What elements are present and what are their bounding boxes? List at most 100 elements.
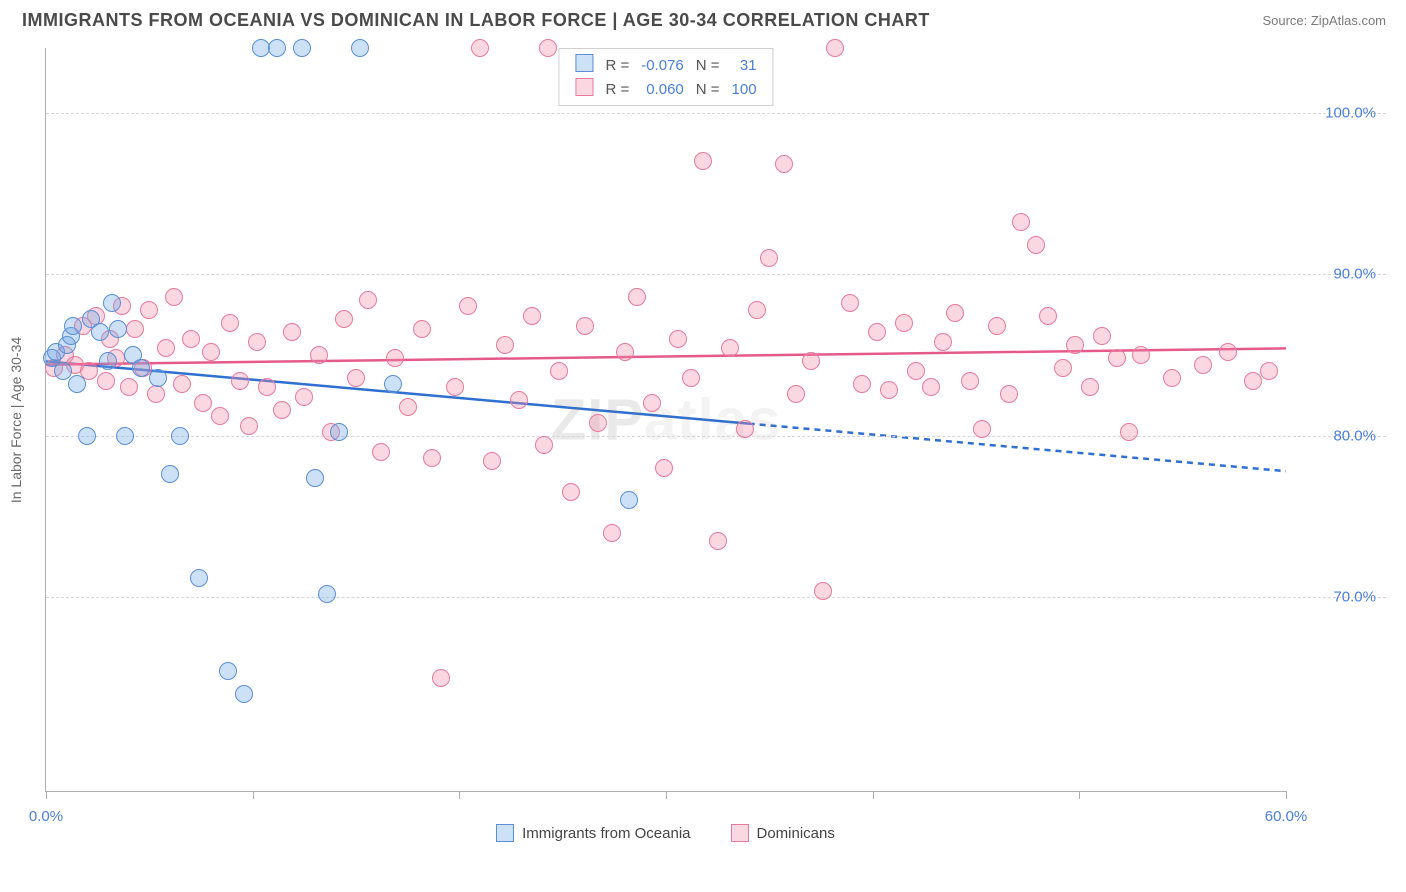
data-point-dominican [1012, 213, 1030, 231]
legend-item-oceania: Immigrants from Oceania [496, 824, 690, 842]
data-point-dominican [372, 443, 390, 461]
data-point-oceania [252, 39, 270, 57]
data-point-dominican [140, 301, 158, 319]
title-bar: IMMIGRANTS FROM OCEANIA VS DOMINICAN IN … [0, 0, 1406, 37]
x-tick [1286, 791, 1287, 799]
x-tick [873, 791, 874, 799]
data-point-dominican [483, 452, 501, 470]
data-point-oceania [68, 375, 86, 393]
data-point-dominican [471, 39, 489, 57]
data-point-dominican [413, 320, 431, 338]
data-point-dominican [539, 39, 557, 57]
data-point-oceania [64, 317, 82, 335]
data-point-dominican [589, 414, 607, 432]
r-value-dominican: 0.060 [635, 77, 690, 101]
source-label: Source: ZipAtlas.com [1262, 13, 1386, 28]
data-point-dominican [787, 385, 805, 403]
correlation-legend: R = -0.076 N = 31 R = 0.060 N = 100 [558, 48, 773, 106]
data-point-dominican [988, 317, 1006, 335]
data-point-oceania [351, 39, 369, 57]
r-label: R = [599, 53, 635, 77]
data-point-dominican [868, 323, 886, 341]
data-point-dominican [1120, 423, 1138, 441]
data-point-oceania [161, 465, 179, 483]
data-point-dominican [721, 339, 739, 357]
data-point-dominican [335, 310, 353, 328]
data-point-dominican [550, 362, 568, 380]
data-point-dominican [1108, 349, 1126, 367]
data-point-dominican [157, 339, 175, 357]
data-point-dominican [359, 291, 377, 309]
x-tick-label: 60.0% [1265, 808, 1308, 825]
legend-label-oceania: Immigrants from Oceania [522, 825, 690, 842]
gridline [46, 597, 1386, 598]
data-point-oceania [330, 423, 348, 441]
data-point-dominican [961, 372, 979, 390]
data-point-oceania [306, 469, 324, 487]
x-tick [46, 791, 47, 799]
data-point-dominican [562, 483, 580, 501]
watermark-light: atlas [644, 387, 781, 452]
data-point-dominican [1219, 343, 1237, 361]
gridline [46, 113, 1386, 114]
series-legend: Immigrants from Oceania Dominicans [45, 824, 1286, 842]
x-tick [253, 791, 254, 799]
data-point-oceania [268, 39, 286, 57]
x-tick [459, 791, 460, 799]
y-tick-label: 90.0% [1296, 266, 1376, 283]
data-point-dominican [258, 378, 276, 396]
data-point-dominican [802, 352, 820, 370]
legend-item-dominican: Dominicans [731, 824, 835, 842]
data-point-dominican [446, 378, 464, 396]
data-point-oceania [149, 369, 167, 387]
data-point-dominican [423, 449, 441, 467]
data-point-dominican [682, 369, 700, 387]
data-point-dominican [643, 394, 661, 412]
n-label: N = [690, 53, 726, 77]
data-point-dominican [1194, 356, 1212, 374]
data-point-dominican [1081, 378, 1099, 396]
legend-row: R = -0.076 N = 31 [569, 53, 762, 77]
data-point-dominican [1000, 385, 1018, 403]
data-point-dominican [182, 330, 200, 348]
data-point-dominican [240, 417, 258, 435]
data-point-oceania [78, 427, 96, 445]
r-label: R = [599, 77, 635, 101]
data-point-oceania [235, 685, 253, 703]
data-point-dominican [880, 381, 898, 399]
data-point-dominican [459, 297, 477, 315]
data-point-dominican [202, 343, 220, 361]
legend-swatch-oceania [575, 54, 593, 72]
data-point-dominican [616, 343, 634, 361]
data-point-dominican [147, 385, 165, 403]
data-point-dominican [496, 336, 514, 354]
data-point-dominican [973, 420, 991, 438]
data-point-dominican [775, 155, 793, 173]
chart-title: IMMIGRANTS FROM OCEANIA VS DOMINICAN IN … [22, 10, 930, 31]
legend-swatch-dominican [731, 824, 749, 842]
data-point-dominican [655, 459, 673, 477]
data-point-dominican [523, 307, 541, 325]
data-point-dominican [510, 391, 528, 409]
data-point-oceania [384, 375, 402, 393]
trend-lines [46, 48, 1286, 791]
data-point-dominican [576, 317, 594, 335]
data-point-dominican [194, 394, 212, 412]
data-point-dominican [273, 401, 291, 419]
data-point-dominican [283, 323, 301, 341]
data-point-dominican [432, 669, 450, 687]
data-point-oceania [171, 427, 189, 445]
data-point-oceania [293, 39, 311, 57]
data-point-dominican [694, 152, 712, 170]
data-point-dominican [922, 378, 940, 396]
r-value-oceania: -0.076 [635, 53, 690, 77]
data-point-dominican [120, 378, 138, 396]
data-point-dominican [853, 375, 871, 393]
data-point-dominican [826, 39, 844, 57]
data-point-oceania [620, 491, 638, 509]
gridline [46, 274, 1386, 275]
y-tick-label: 100.0% [1296, 104, 1376, 121]
y-tick-label: 70.0% [1296, 589, 1376, 606]
n-value-dominican: 100 [726, 77, 763, 101]
y-tick-label: 80.0% [1296, 427, 1376, 444]
